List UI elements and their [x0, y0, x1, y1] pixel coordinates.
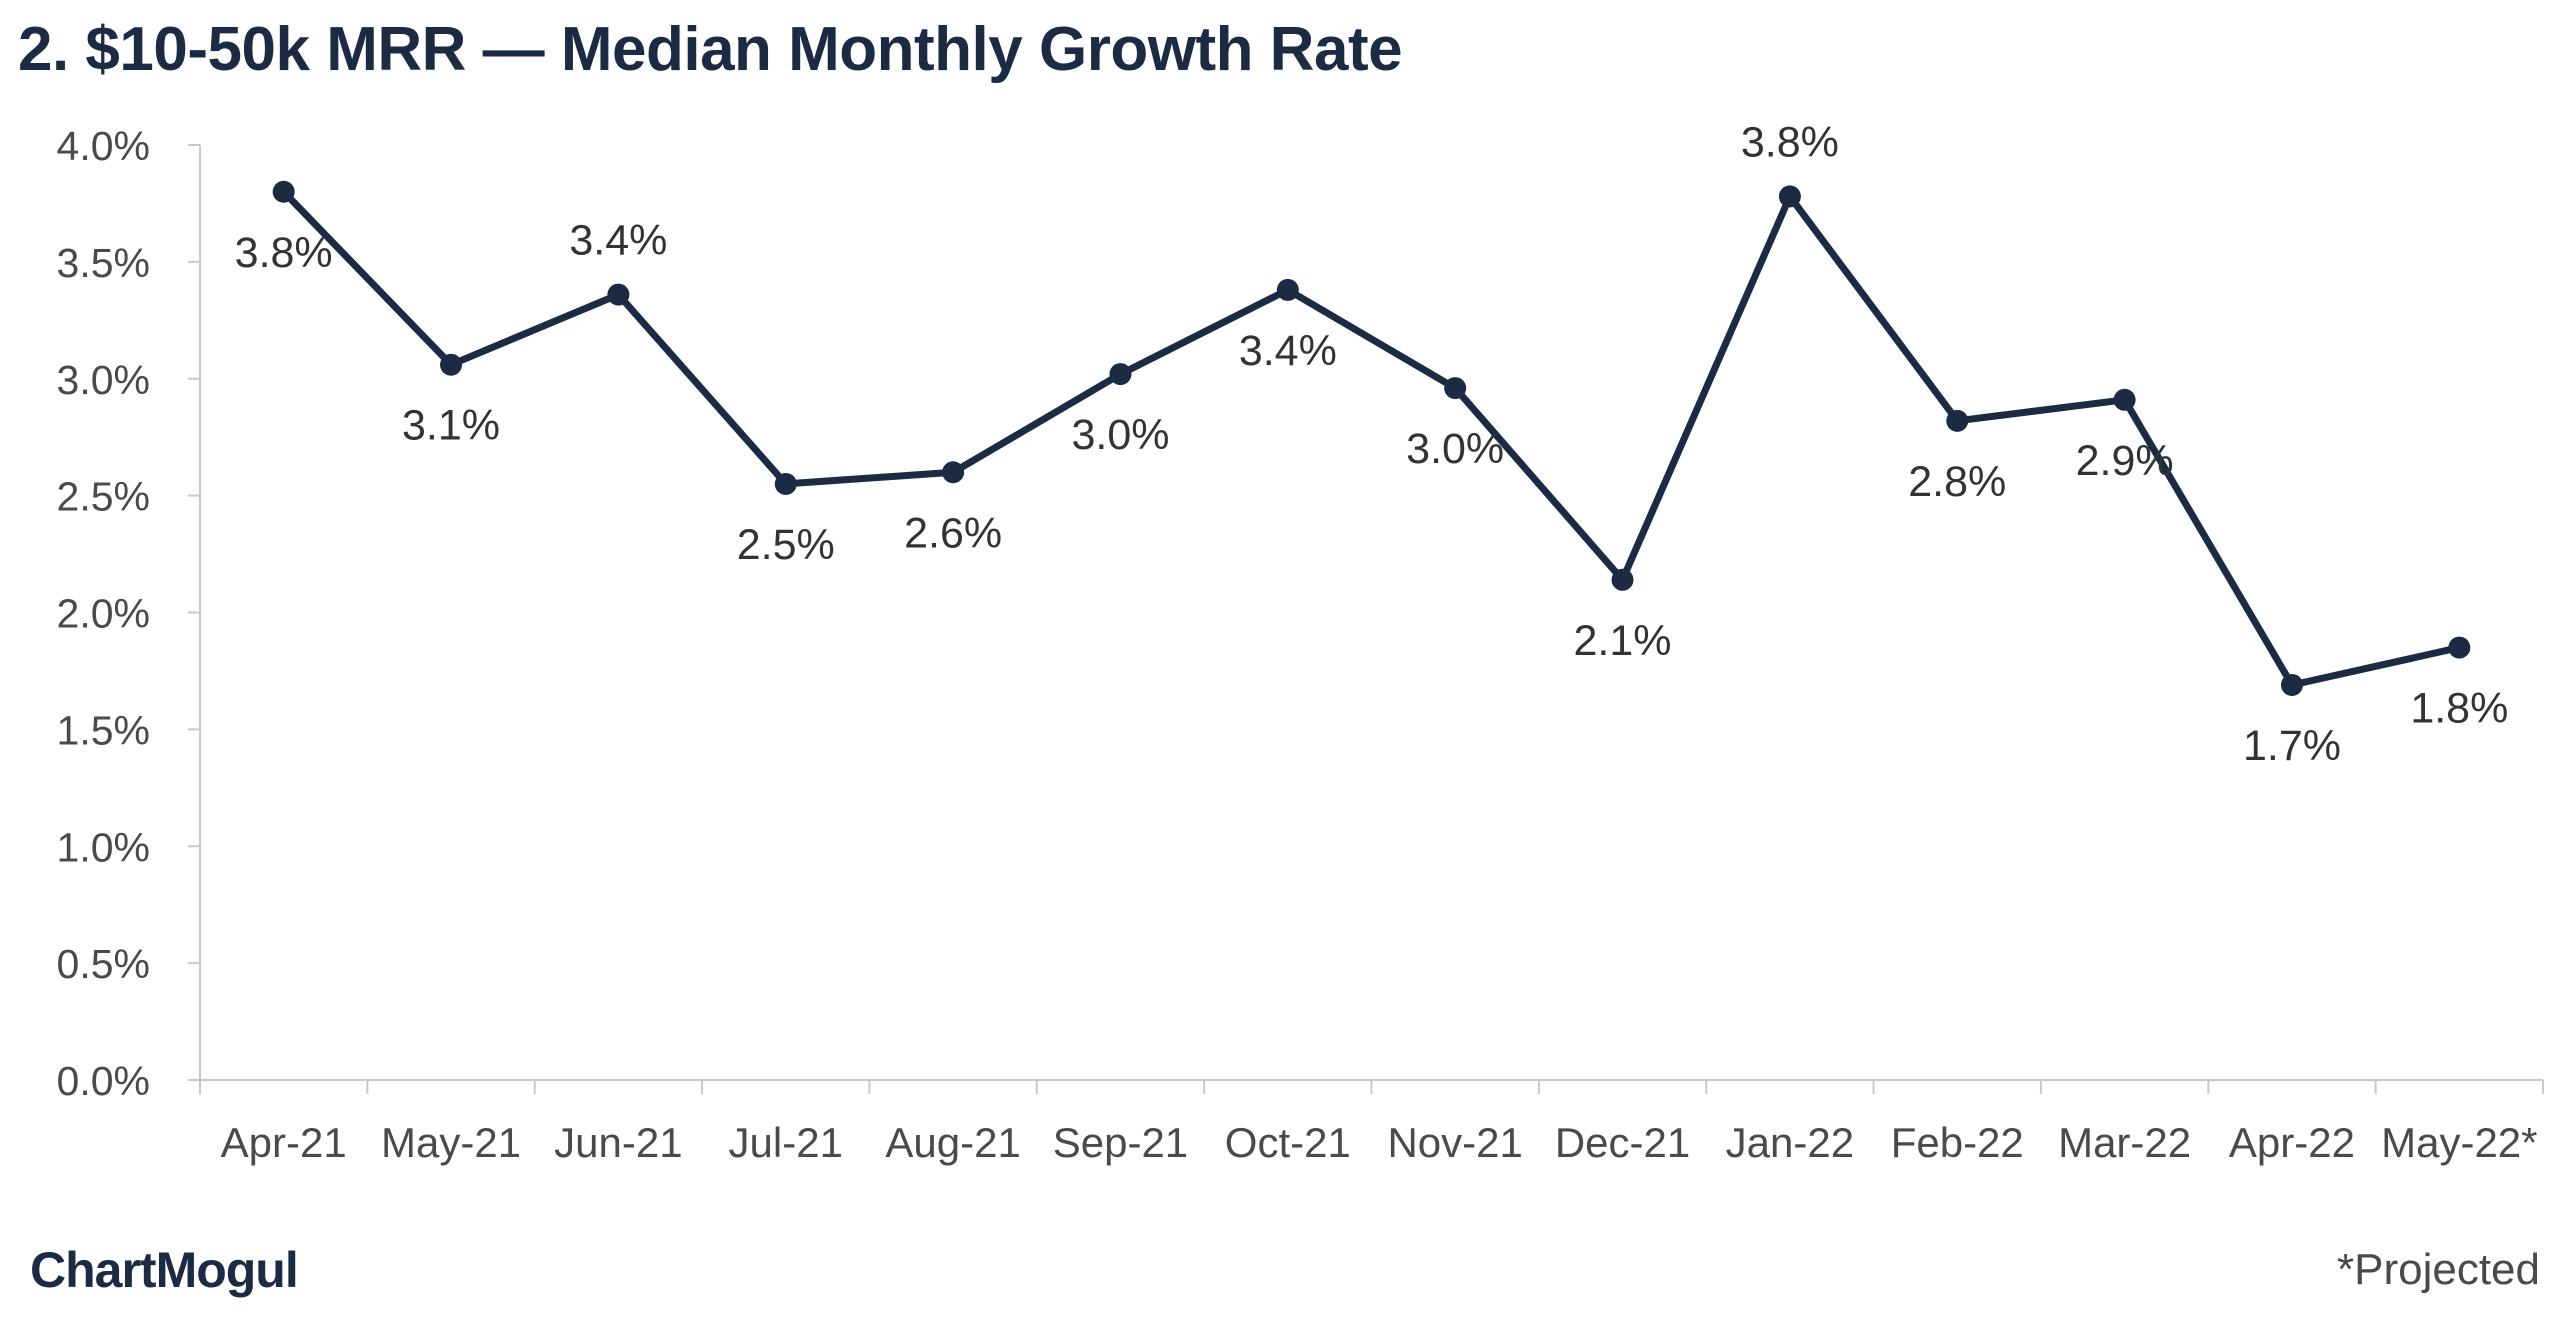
data-point [1109, 363, 1132, 386]
x-tick-label: Apr-21 [221, 1119, 347, 1166]
data-label: 2.9% [2076, 437, 2174, 485]
data-point [1611, 568, 1634, 591]
x-tick-label: Apr-22 [2229, 1119, 2355, 1166]
x-tick-label: Sep-21 [1053, 1119, 1188, 1166]
x-tick-label: May-21 [381, 1119, 521, 1166]
data-label: 2.1% [1574, 617, 1672, 665]
data-label: 3.0% [1406, 425, 1504, 473]
data-point [2448, 636, 2471, 659]
x-tick-label: Aug-21 [885, 1119, 1020, 1166]
data-label: 1.8% [2410, 685, 2508, 733]
chartmogul-logo: ChartMogul [30, 1242, 299, 1298]
data-label: 3.4% [1239, 327, 1337, 375]
chart-title: 2. $10-50k MRR — Median Monthly Growth R… [18, 15, 1403, 84]
data-point [440, 353, 463, 376]
data-point [2113, 388, 2136, 411]
x-tick-label: Jun-21 [554, 1119, 682, 1166]
data-point [774, 472, 797, 495]
data-point [1444, 377, 1467, 400]
x-tick-label: Feb-22 [1891, 1119, 2024, 1166]
data-point [1276, 278, 1299, 301]
data-label: 3.8% [1741, 118, 1839, 166]
y-tick-label: 1.0% [57, 824, 150, 870]
y-tick-label: 2.0% [57, 591, 150, 637]
x-tick-label: May-22* [2381, 1119, 2537, 1166]
x-tick-label: Jan-22 [1726, 1119, 1854, 1166]
y-axis-tick-labels: 0.0% 0.5% 1.0% 1.5% 2.0% 2.5% 3.0% 3.5% 4.0% [57, 123, 150, 1104]
data-label: 3.8% [235, 229, 333, 277]
series-polyline [280, 188, 2463, 689]
y-tick-label: 3.5% [57, 240, 150, 286]
data-points [272, 180, 2471, 696]
y-tick-label: 2.5% [57, 474, 150, 520]
data-point [942, 461, 965, 484]
data-label: 2.8% [1908, 458, 2006, 506]
data-label: 1.7% [2243, 722, 2341, 770]
data-label: 3.0% [1071, 411, 1169, 459]
data-label: 3.1% [402, 402, 500, 450]
y-tick-label: 0.0% [57, 1058, 150, 1104]
data-point [2280, 673, 2303, 696]
y-tick-label: 3.0% [57, 357, 150, 403]
x-tick-label: Dec-21 [1555, 1119, 1690, 1166]
chart-axes [188, 144, 2544, 1094]
data-point [272, 180, 295, 203]
data-point [1946, 409, 1969, 432]
y-tick-label: 0.5% [57, 941, 150, 987]
x-tick-label: Jul-21 [729, 1119, 843, 1166]
y-tick-label: 1.5% [57, 707, 150, 753]
data-point [607, 283, 630, 306]
x-tick-label: Mar-22 [2058, 1119, 2191, 1166]
x-axis-tick-labels: Apr-21 May-21 Jun-21 Jul-21 Aug-21 Sep-21 Oct-… [221, 1119, 2538, 1166]
data-label: 2.5% [737, 521, 835, 569]
y-tick-label: 4.0% [57, 123, 150, 169]
data-point [1778, 185, 1801, 208]
data-label: 3.4% [569, 217, 667, 265]
x-tick-label: Oct-21 [1225, 1119, 1351, 1166]
projected-footnote: *Projected [2336, 1245, 2540, 1294]
x-tick-label: Nov-21 [1387, 1119, 1522, 1166]
series-line [280, 188, 2463, 689]
data-label: 2.6% [904, 509, 1002, 557]
data-labels: 3.8% 3.1% 3.4% 2.5% 2.6% 3.0% 3.4% 3.0% 2.1% 3.8%… [235, 118, 2509, 770]
